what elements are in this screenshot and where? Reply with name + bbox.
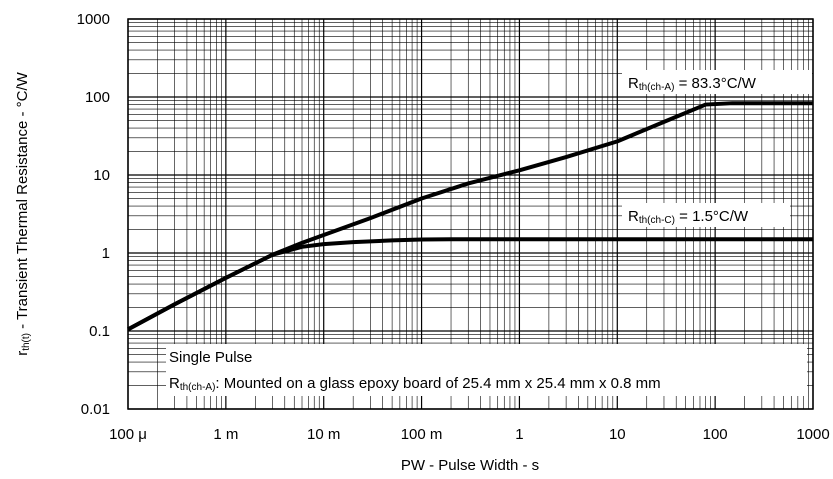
series-line-2	[127, 237, 813, 332]
note-line-2-text: : Mounted on a glass epoxy board of 25.4…	[215, 375, 660, 392]
x-tick-label: 1	[515, 426, 523, 443]
note-line-2-subscript: th(ch-A)	[180, 382, 216, 393]
series-layer	[127, 101, 813, 332]
x-tick-label: 1000	[796, 426, 829, 443]
x-tick-label: 100 m	[401, 426, 443, 443]
y-tick-labels: 0.01 0.1 1 10 100 1000	[77, 11, 110, 418]
y-axis-title-text: - Transient Thermal Resistance - °C/W	[14, 71, 31, 333]
x-tick-label: 10	[609, 426, 626, 443]
x-tick-label: 1 m	[213, 426, 238, 443]
y-tick-label: 100	[85, 89, 110, 106]
note-box: Single Pulse Rth(ch-A): Mounted on a gla…	[166, 344, 807, 396]
svg-text:Rth(ch-A): Mounted on a glass: Rth(ch-A): Mounted on a glass epoxy boar…	[169, 375, 661, 393]
annotation-1-prefix: R	[628, 75, 639, 92]
x-tick-label: 100 μ	[109, 426, 147, 443]
svg-text:Rth(ch-C) = 1.5°C/W: Rth(ch-C) = 1.5°C/W	[628, 208, 749, 226]
y-tick-label: 0.1	[89, 323, 110, 340]
plot-frame	[127, 18, 814, 410]
y-tick-label: 1000	[77, 11, 110, 28]
annotation-1-subscript: th(ch-A)	[639, 82, 675, 93]
annotation-1-text: = 83.3°C/W	[674, 75, 756, 92]
y-tick-label: 1	[102, 245, 110, 262]
y-axis-title-subscript: th(t)	[21, 333, 32, 351]
annotation-rth-ch-a: Rth(ch-A) = 83.3°C/W	[622, 70, 812, 94]
x-axis-title: PW - Pulse Width - s	[401, 457, 539, 474]
y-tick-label: 0.01	[81, 401, 110, 418]
annotation-2-subscript: th(ch-C)	[639, 215, 675, 226]
x-tick-label: 100	[703, 426, 728, 443]
annotation-2-prefix: R	[628, 208, 639, 225]
y-axis-title: rth(t) - Transient Thermal Resistance - …	[14, 71, 32, 355]
note-line-1: Single Pulse	[169, 349, 252, 366]
x-tick-labels: 100 μ 1 m 10 m 100 m 1 10 100 1000	[109, 426, 830, 443]
y-tick-label: 10	[93, 167, 110, 184]
note-line-2-prefix: R	[169, 375, 180, 392]
svg-text:Rth(ch-A) = 83.3°C/W: Rth(ch-A) = 83.3°C/W	[628, 75, 757, 93]
x-tick-label: 10 m	[307, 426, 340, 443]
annotation-rth-ch-c: Rth(ch-C) = 1.5°C/W	[622, 203, 790, 227]
annotation-2-text: = 1.5°C/W	[675, 208, 749, 225]
y-axis-title-symbol: r	[14, 351, 31, 356]
